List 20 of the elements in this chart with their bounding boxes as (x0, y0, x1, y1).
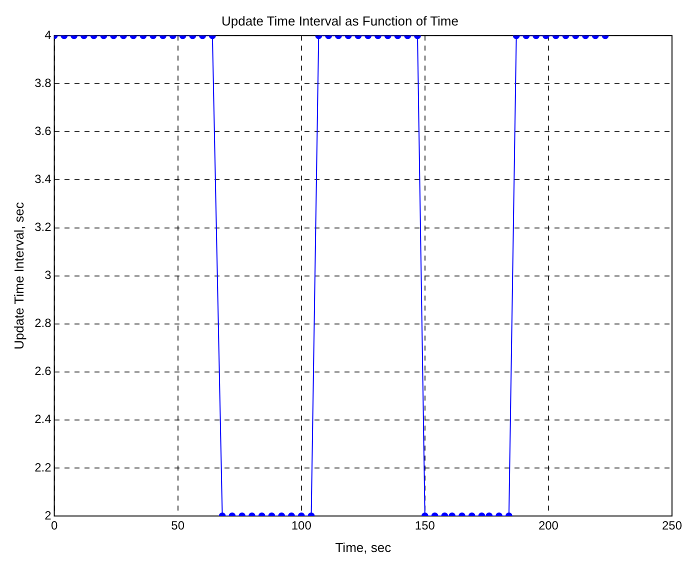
x-tick-label: 50 (171, 518, 185, 533)
x-tick-label: 250 (662, 518, 682, 533)
y-tick-label: 2 (44, 508, 52, 522)
y-tick-label: 2.4 (34, 412, 52, 426)
y-tick-label: 3.2 (34, 220, 52, 234)
x-tick-label: 150 (414, 518, 436, 533)
y-tick-label: 3 (44, 268, 52, 282)
chart-title: Update Time Interval as Function of Time (222, 13, 458, 28)
x-tick-label: 100 (291, 518, 312, 533)
x-tick-label: 200 (538, 518, 559, 533)
y-tick-label: 2.8 (34, 316, 52, 330)
y-tick-label: 3.4 (34, 172, 52, 186)
x-axis-title: Time, sec (335, 540, 392, 555)
y-tick-label: 3.6 (34, 124, 52, 138)
y-tick-label: 2.6 (34, 364, 52, 378)
y-tick-label: 2.2 (34, 460, 52, 474)
y-tick-label: 3.8 (34, 76, 52, 90)
x-tick-label: 0 (50, 518, 58, 533)
y-tick-label: 4 (44, 28, 52, 42)
y-axis-title: Update Time Interval, sec (11, 202, 26, 350)
